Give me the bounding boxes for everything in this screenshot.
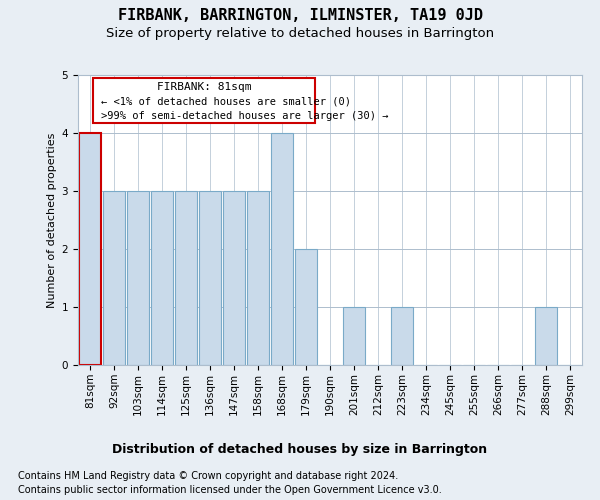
- Bar: [199, 191, 221, 365]
- Text: FIRBANK, BARRINGTON, ILMINSTER, TA19 0JD: FIRBANK, BARRINGTON, ILMINSTER, TA19 0JD: [118, 8, 482, 22]
- Bar: [343, 307, 365, 365]
- Text: Contains HM Land Registry data © Crown copyright and database right 2024.: Contains HM Land Registry data © Crown c…: [18, 471, 398, 481]
- Bar: [79, 133, 101, 365]
- Text: FIRBANK: 81sqm: FIRBANK: 81sqm: [157, 82, 251, 92]
- Bar: [295, 249, 317, 365]
- Bar: [535, 307, 557, 365]
- Bar: [175, 191, 197, 365]
- Bar: [223, 191, 245, 365]
- Text: Contains public sector information licensed under the Open Government Licence v3: Contains public sector information licen…: [18, 485, 442, 495]
- Bar: [247, 191, 269, 365]
- Text: Distribution of detached houses by size in Barrington: Distribution of detached houses by size …: [112, 442, 488, 456]
- Y-axis label: Number of detached properties: Number of detached properties: [47, 132, 58, 308]
- Text: ← <1% of detached houses are smaller (0): ← <1% of detached houses are smaller (0): [101, 97, 350, 107]
- FancyBboxPatch shape: [93, 78, 315, 123]
- Bar: [103, 191, 125, 365]
- Text: Size of property relative to detached houses in Barrington: Size of property relative to detached ho…: [106, 28, 494, 40]
- Text: >99% of semi-detached houses are larger (30) →: >99% of semi-detached houses are larger …: [101, 112, 388, 121]
- Bar: [127, 191, 149, 365]
- Bar: [271, 133, 293, 365]
- Bar: [151, 191, 173, 365]
- Bar: [391, 307, 413, 365]
